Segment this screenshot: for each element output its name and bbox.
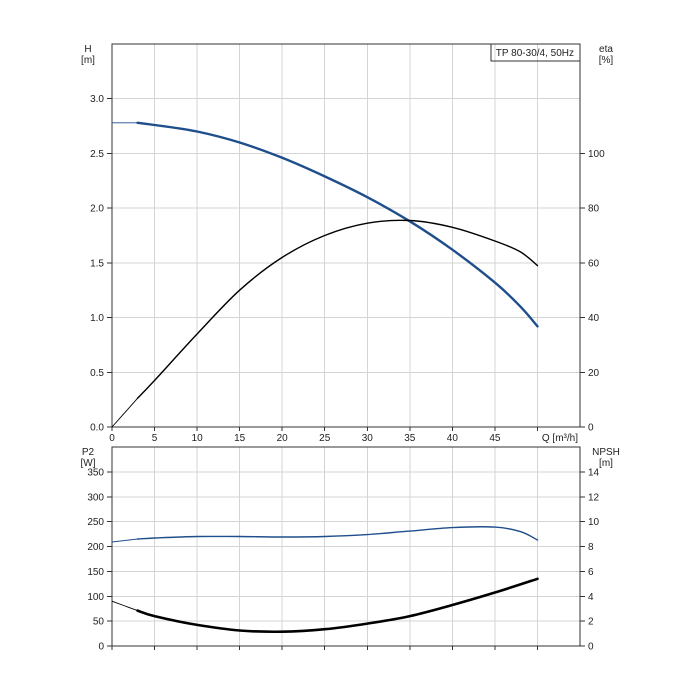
y-tick-label: 300	[87, 492, 104, 503]
y2-axis-label: eta	[599, 44, 613, 55]
y2-axis-label: NPSH	[592, 447, 620, 458]
npsh-curve	[111, 577, 539, 634]
y-tick-label: 0.5	[90, 368, 104, 379]
y2-tick-label: 12	[588, 492, 600, 503]
x-tick-label: 30	[362, 433, 374, 444]
y2-tick-label: 0	[588, 423, 594, 434]
x-tick-label: 5	[152, 433, 158, 444]
x-tick-label: 45	[489, 433, 501, 444]
y-axis-label: P2	[82, 447, 95, 458]
title-box-border	[490, 43, 581, 62]
y-tick-label: 250	[87, 517, 104, 528]
y-tick-label: 2.0	[90, 204, 104, 215]
y2-axis-unit: [%]	[599, 55, 614, 66]
p2-curve-line	[136, 526, 539, 541]
npsh-curve-extension	[111, 600, 138, 612]
npsh-curve-line	[136, 577, 539, 634]
eta-curve-extension	[111, 398, 138, 428]
x-tick-label: 20	[277, 433, 289, 444]
y-tick-label: 0	[98, 642, 104, 653]
y-tick-label: 200	[87, 542, 104, 553]
grid-lines	[112, 447, 580, 646]
y-axis-label: H	[84, 44, 91, 55]
y2-tick-label: 8	[588, 542, 594, 553]
y-tick-label: 100	[87, 592, 104, 603]
eta-curve	[111, 219, 539, 428]
x-tick-label: 25	[319, 433, 331, 444]
eta-curve-line	[136, 219, 539, 399]
chart-title: TP 80-30/4, 50Hz	[496, 48, 574, 59]
y2-tick-label: 2	[588, 617, 594, 628]
y-axis-unit: [m]	[81, 55, 95, 66]
y-tick-label: 1.0	[90, 313, 104, 324]
h-curve	[111, 121, 539, 328]
power-npsh-chart: 0 50 100 150 200 250 300 350 0 2 4 6 8 10 12 14 P2[W] NPS…	[81, 446, 620, 653]
y2-axis-unit: [m]	[599, 458, 613, 469]
y-tick-label: 150	[87, 567, 104, 578]
y-tick-label: 0.0	[90, 423, 104, 434]
x-axis-label: Q [m³/h]	[542, 433, 578, 444]
x-tick-label: 0	[109, 433, 115, 444]
chart-title-box: TP 80-30/4, 50Hz	[490, 43, 581, 62]
y-tick-label: 2.5	[90, 149, 104, 160]
head-efficiency-chart: 0.0 0.5 1.0 1.5 2.0 2.5 3.0 0 20 40 60 80 100 0 5 10 15 2…	[81, 43, 614, 444]
y-axis-unit: [W]	[81, 458, 96, 469]
p2-curve	[111, 526, 539, 543]
y-tick-label: 50	[93, 617, 105, 628]
y2-tick-label: 6	[588, 567, 594, 578]
y2-tick-label: 4	[588, 592, 594, 603]
x-tick-label: 15	[234, 433, 246, 444]
y2-tick-label: 0	[588, 642, 594, 653]
y-tick-label: 1.5	[90, 258, 104, 269]
y2-tick-label: 60	[588, 258, 600, 269]
y2-tick-label: 40	[588, 313, 600, 324]
y2-tick-label: 100	[588, 149, 605, 160]
y-tick-label: 3.0	[90, 94, 104, 105]
plot-frame	[111, 43, 581, 428]
x-tick-label: 10	[192, 433, 204, 444]
h-curve-line	[136, 121, 539, 328]
y2-tick-label: 80	[588, 204, 600, 215]
grid-lines	[112, 44, 580, 427]
p2-curve-extension	[111, 538, 138, 543]
y-tick-label: 350	[87, 467, 104, 478]
y2-tick-label: 14	[588, 467, 600, 478]
y2-tick-label: 20	[588, 368, 600, 379]
x-tick-label: 35	[404, 433, 416, 444]
x-tick-label: 40	[447, 433, 459, 444]
y2-tick-label: 10	[588, 517, 600, 528]
